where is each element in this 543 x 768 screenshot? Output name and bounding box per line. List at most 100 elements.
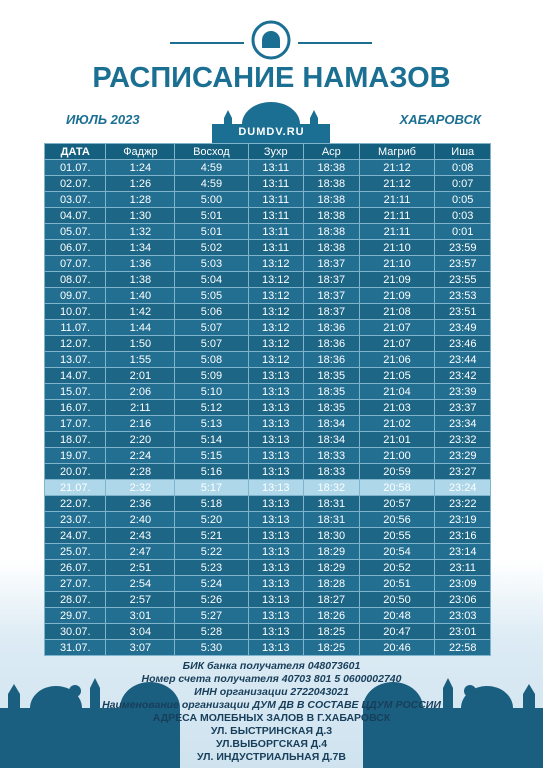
time-cell: 23:14: [434, 543, 491, 560]
time-cell: 21:10: [358, 255, 436, 272]
time-cell: 21:11: [358, 223, 436, 240]
time-cell: 5:03: [174, 255, 249, 272]
time-cell: 18:36: [303, 351, 360, 368]
time-cell: 23:37: [434, 399, 491, 416]
date-cell: 23.07.: [43, 511, 107, 528]
date-cell: 12.07.: [43, 335, 107, 352]
row: 23.07. 2:40 5:20 13:13 18:31 20:56 23:19: [43, 511, 491, 528]
time-cell: 13:13: [247, 511, 305, 528]
time-cell: 5:26: [174, 591, 249, 608]
row: 25.07. 2:47 5:22 13:13 18:29 20:54 23:14: [43, 543, 491, 560]
time-cell: 13:11: [247, 175, 305, 192]
time-cell: 5:09: [174, 367, 249, 384]
row: 26.07. 2:51 5:23 13:13 18:29 20:52 23:11: [43, 559, 491, 576]
time-cell: 13:11: [247, 223, 305, 240]
row: 20.07. 2:28 5:16 13:13 18:33 20:59 23:27: [43, 463, 491, 480]
time-cell: 5:22: [174, 543, 249, 560]
time-cell: 1:28: [105, 191, 176, 208]
time-cell: 21:07: [358, 319, 436, 336]
time-cell: 13:12: [247, 335, 305, 352]
time-cell: 18:38: [303, 207, 360, 224]
date-cell: 25.07.: [43, 543, 107, 560]
row: 28.07. 2:57 5:26 13:13 18:27 20:50 23:06: [43, 591, 491, 608]
time-cell: 23:53: [434, 287, 491, 304]
time-cell: 13:13: [247, 479, 305, 496]
time-cell: 21:09: [358, 271, 436, 288]
time-cell: 18:28: [303, 575, 360, 592]
bank-label: БИК банка получателя: [182, 660, 305, 672]
row: 17.07. 2:16 5:13 13:13 18:34 21:02 23:34: [43, 415, 491, 432]
row: 03.07. 1:28 5:00 13:11 18:38 21:11 0:05: [43, 191, 491, 208]
time-cell: 18:37: [303, 303, 360, 320]
time-cell: 5:02: [174, 239, 249, 256]
column-header: Восход: [174, 143, 249, 160]
time-cell: 5:21: [174, 527, 249, 544]
time-cell: 18:27: [303, 591, 360, 608]
time-cell: 21:09: [358, 287, 436, 304]
time-cell: 18:33: [303, 463, 360, 480]
logo-mosque: [262, 31, 280, 48]
time-cell: 18:34: [303, 415, 360, 432]
time-cell: 21:12: [358, 175, 436, 192]
time-cell: 18:26: [303, 607, 360, 624]
date-cell: 06.07.: [43, 239, 107, 256]
time-cell: 18:38: [303, 223, 360, 240]
time-cell: 23:27: [434, 463, 491, 480]
time-cell: 2:28: [105, 463, 176, 480]
time-cell: 21:08: [358, 303, 436, 320]
time-cell: 0:08: [434, 159, 491, 176]
row: 31.07. 3:07 5:30 13:13 18:25 20:46 22:58: [43, 639, 491, 656]
time-cell: 18:35: [303, 399, 360, 416]
date-cell: 31.07.: [43, 639, 107, 656]
time-cell: 3:04: [105, 623, 176, 640]
time-cell: 23:55: [434, 271, 491, 288]
time-cell: 18:37: [303, 255, 360, 272]
date-cell: 21.07.: [43, 479, 107, 496]
time-cell: 13:13: [247, 575, 305, 592]
bank-label: Наименование организации: [102, 699, 250, 711]
month: ИЮЛЬ 2023: [66, 112, 140, 127]
time-cell: 0:07: [434, 175, 491, 192]
time-cell: 23:46: [434, 335, 491, 352]
row: 07.07. 1:36 5:03 13:12 18:37 21:10 23:57: [43, 255, 491, 272]
time-cell: 18:37: [303, 271, 360, 288]
time-cell: 21:11: [358, 191, 436, 208]
row: 27.07. 2:54 5:24 13:13 18:28 20:51 23:09: [43, 575, 491, 592]
time-cell: 13:11: [247, 191, 305, 208]
time-cell: 18:29: [303, 559, 360, 576]
time-cell: 1:24: [105, 159, 176, 176]
bank-label: Номер счета получателя: [141, 673, 279, 685]
time-cell: 23:44: [434, 351, 491, 368]
time-cell: 1:40: [105, 287, 176, 304]
bank-line: БИК банка получателя 048073601: [0, 660, 543, 673]
time-cell: 5:14: [174, 431, 249, 448]
time-cell: 21:01: [358, 431, 436, 448]
time-cell: 5:23: [174, 559, 249, 576]
time-cell: 13:13: [247, 415, 305, 432]
time-cell: 21:05: [358, 367, 436, 384]
date-cell: 20.07.: [43, 463, 107, 480]
bank-value: 40703 801 5 0600002740: [281, 673, 402, 685]
time-cell: 21:04: [358, 383, 436, 400]
date-cell: 04.07.: [43, 207, 107, 224]
time-cell: 13:13: [247, 367, 305, 384]
date-cell: 24.07.: [43, 527, 107, 544]
time-cell: 23:22: [434, 495, 491, 512]
schedule-table: ДАТА Фаджр Восход Зухр Аср Магриб Иша 01.07. 1:2…: [43, 143, 491, 656]
time-cell: 13:11: [247, 159, 305, 176]
time-cell: 21:06: [358, 351, 436, 368]
time-cell: 1:34: [105, 239, 176, 256]
time-cell: 2:36: [105, 495, 176, 512]
time-cell: 4:59: [174, 159, 249, 176]
time-cell: 2:57: [105, 591, 176, 608]
time-cell: 13:13: [247, 591, 305, 608]
time-cell: 5:06: [174, 303, 249, 320]
row: 01.07. 1:24 4:59 13:11 18:38 21:12 0:08: [43, 159, 491, 176]
row: 14.07. 2:01 5:09 13:13 18:35 21:05 23:42: [43, 367, 491, 384]
time-cell: 21:03: [358, 399, 436, 416]
time-cell: 21:10: [358, 239, 436, 256]
skyline: [0, 678, 543, 768]
time-cell: 20:51: [358, 575, 436, 592]
row: 30.07. 3:04 5:28 13:13 18:25 20:47 23:01: [43, 623, 491, 640]
